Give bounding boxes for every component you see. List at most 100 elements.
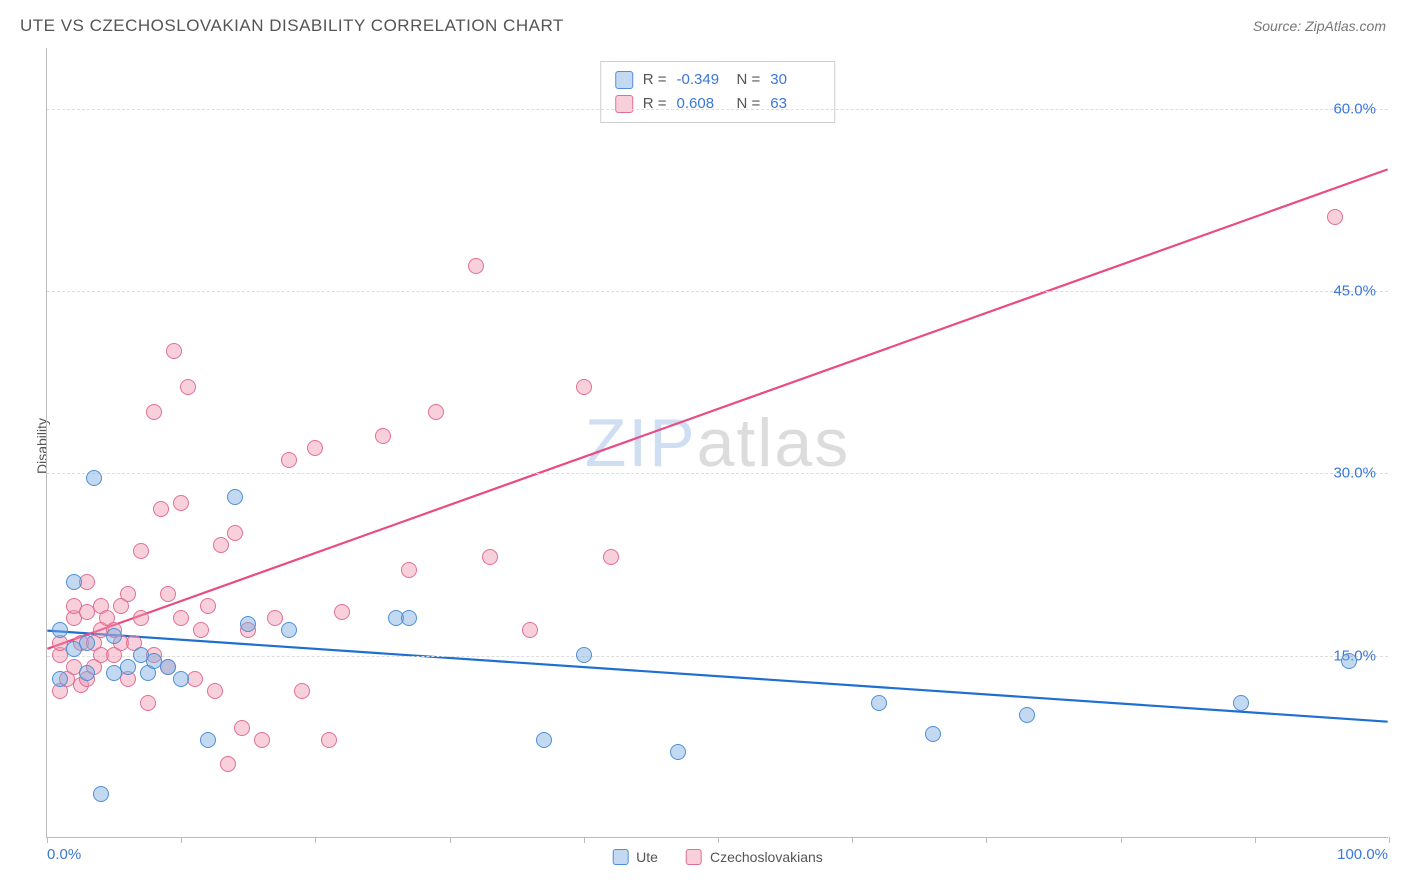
chart-title: UTE VS CZECHOSLOVAKIAN DISABILITY CORREL… [20,16,564,36]
scatter-point [576,647,592,663]
scatter-point [140,695,156,711]
scatter-point [925,726,941,742]
scatter-point [334,604,350,620]
x-tick-mark [718,837,719,843]
scatter-point [603,549,619,565]
scatter-point [166,343,182,359]
scatter-point [1019,707,1035,723]
scatter-point [576,379,592,395]
scatter-point [536,732,552,748]
trendline [47,631,1387,722]
scatter-point [267,610,283,626]
bottom-legend: Ute Czechoslovakians [612,849,823,865]
stats-row: R = -0.349 N = 30 [615,68,821,92]
scatter-point [133,543,149,559]
scatter-point [160,659,176,675]
scatter-point [281,452,297,468]
scatter-plot-area: ZIPatlas R =-0.349N =30R =0.608N =63 Ute… [46,48,1388,838]
scatter-point [321,732,337,748]
n-value: 30 [770,68,820,92]
r-label: R = [643,92,667,116]
n-label: N = [737,68,761,92]
scatter-point [52,622,68,638]
scatter-point [401,610,417,626]
scatter-point [120,586,136,602]
scatter-point [294,683,310,699]
scatter-point [133,610,149,626]
scatter-point [307,440,323,456]
scatter-point [482,549,498,565]
scatter-point [180,379,196,395]
r-value: 0.608 [677,92,727,116]
series-swatch-icon [615,71,633,89]
x-tick-mark [47,837,48,843]
scatter-point [200,598,216,614]
scatter-point [207,683,223,699]
scatter-point [153,501,169,517]
trendlines-layer [47,48,1388,837]
scatter-point [227,489,243,505]
stats-row: R =0.608N =63 [615,92,821,116]
x-tick-label-left: 0.0% [47,846,81,863]
scatter-point [79,635,95,651]
scatter-point [193,622,209,638]
x-tick-mark [1255,837,1256,843]
x-tick-mark [584,837,585,843]
scatter-point [670,744,686,760]
gridline [47,109,1388,110]
r-value: -0.349 [677,68,727,92]
x-tick-mark [1389,837,1390,843]
scatter-point [234,720,250,736]
gridline [47,656,1388,657]
legend-swatch-icon [612,849,628,865]
scatter-point [200,732,216,748]
x-tick-label-right: 100.0% [1337,846,1388,863]
scatter-point [871,695,887,711]
y-tick-label: 45.0% [1333,283,1376,300]
scatter-point [173,610,189,626]
watermark: ZIPatlas [585,404,850,482]
scatter-point [1341,653,1357,669]
scatter-point [1327,209,1343,225]
legend-item: Ute [612,849,658,865]
source-label: Source: ZipAtlas.com [1253,18,1386,34]
legend-item: Czechoslovakians [686,849,823,865]
scatter-point [401,562,417,578]
r-label: R = [643,68,667,92]
y-tick-label: 30.0% [1333,465,1376,482]
watermark-right: atlas [697,405,851,481]
legend-label: Czechoslovakians [710,849,823,865]
scatter-point [227,525,243,541]
gridline [47,473,1388,474]
scatter-point [160,586,176,602]
scatter-point [173,671,189,687]
scatter-point [428,404,444,420]
x-tick-mark [181,837,182,843]
scatter-point [120,659,136,675]
scatter-point [468,258,484,274]
scatter-point [93,786,109,802]
scatter-point [173,495,189,511]
x-tick-mark [852,837,853,843]
scatter-point [220,756,236,772]
scatter-point [240,616,256,632]
scatter-point [66,574,82,590]
scatter-point [1233,695,1249,711]
scatter-point [79,665,95,681]
scatter-point [281,622,297,638]
scatter-point [375,428,391,444]
x-tick-mark [450,837,451,843]
scatter-point [86,470,102,486]
legend-swatch-icon [686,849,702,865]
x-tick-mark [986,837,987,843]
scatter-point [254,732,270,748]
correlation-stats-box: R =-0.349N =30R =0.608N =63 [600,61,836,123]
legend-label: Ute [636,849,658,865]
series-swatch-icon [615,95,633,113]
n-label: N = [737,92,761,116]
x-tick-mark [1121,837,1122,843]
scatter-point [52,671,68,687]
gridline [47,291,1388,292]
y-tick-label: 60.0% [1333,100,1376,117]
x-tick-mark [315,837,316,843]
